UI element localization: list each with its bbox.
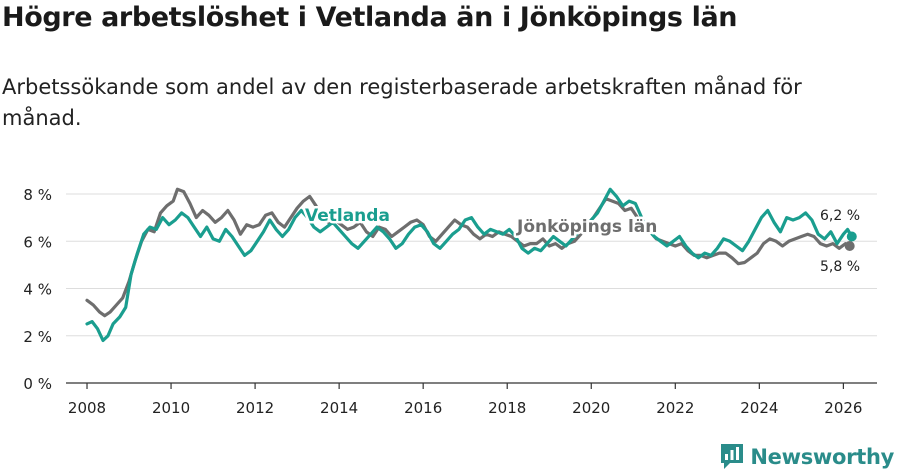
x-tick-label: 2024 <box>740 399 778 417</box>
x-tick-label: 2014 <box>320 399 358 417</box>
y-tick-label: 2 % <box>23 328 52 346</box>
axes-layer: 0 % 2 % 4 % 6 % 8 % 2008 2010 2012 2014 2016 2018 2… <box>23 186 877 417</box>
end-label-vetlanda: 6,2 % <box>820 208 860 224</box>
end-label-jonkopings-lan: 5,8 % <box>820 259 860 275</box>
series-line-jonkopings-lan <box>85 187 852 318</box>
series-line-vetlanda <box>85 187 854 343</box>
chart-subtitle: Arbetssökande som andel av den registerb… <box>2 75 802 130</box>
y-tick-label: 0 % <box>23 375 52 393</box>
end-point-jonkopings-lan <box>844 240 855 251</box>
brand-name: Newsworthy <box>750 444 894 469</box>
y-tick-label: 6 % <box>23 233 52 251</box>
y-tick-label: 4 % <box>23 281 52 299</box>
x-tick-label: 2026 <box>824 399 862 417</box>
newsworthy-logo-icon <box>721 444 744 469</box>
end-point-vetlanda <box>846 231 857 242</box>
label-layer: Vetlanda Jönköpings län 6,2 % 5,8 % <box>303 204 863 278</box>
x-tick-label: 2018 <box>488 399 526 417</box>
grid-layer <box>66 193 877 337</box>
series-label-jonkopings-lan: Jönköpings län <box>516 217 657 237</box>
x-tick-label: 2020 <box>572 399 610 417</box>
x-tick-label: 2010 <box>152 399 190 417</box>
series-layer <box>85 187 857 343</box>
x-tick-label: 2022 <box>656 399 694 417</box>
x-tick-label: 2008 <box>68 399 106 417</box>
x-tick-label: 2012 <box>236 399 274 417</box>
newsworthy-brand[interactable]: Newsworthy <box>720 443 894 470</box>
y-tick-label: 8 % <box>23 186 52 204</box>
chart-title: Högre arbetslöshet i Vetlanda än i Jönkö… <box>2 2 738 33</box>
series-label-vetlanda: Vetlanda <box>305 206 390 226</box>
x-tick-label: 2016 <box>404 399 442 417</box>
